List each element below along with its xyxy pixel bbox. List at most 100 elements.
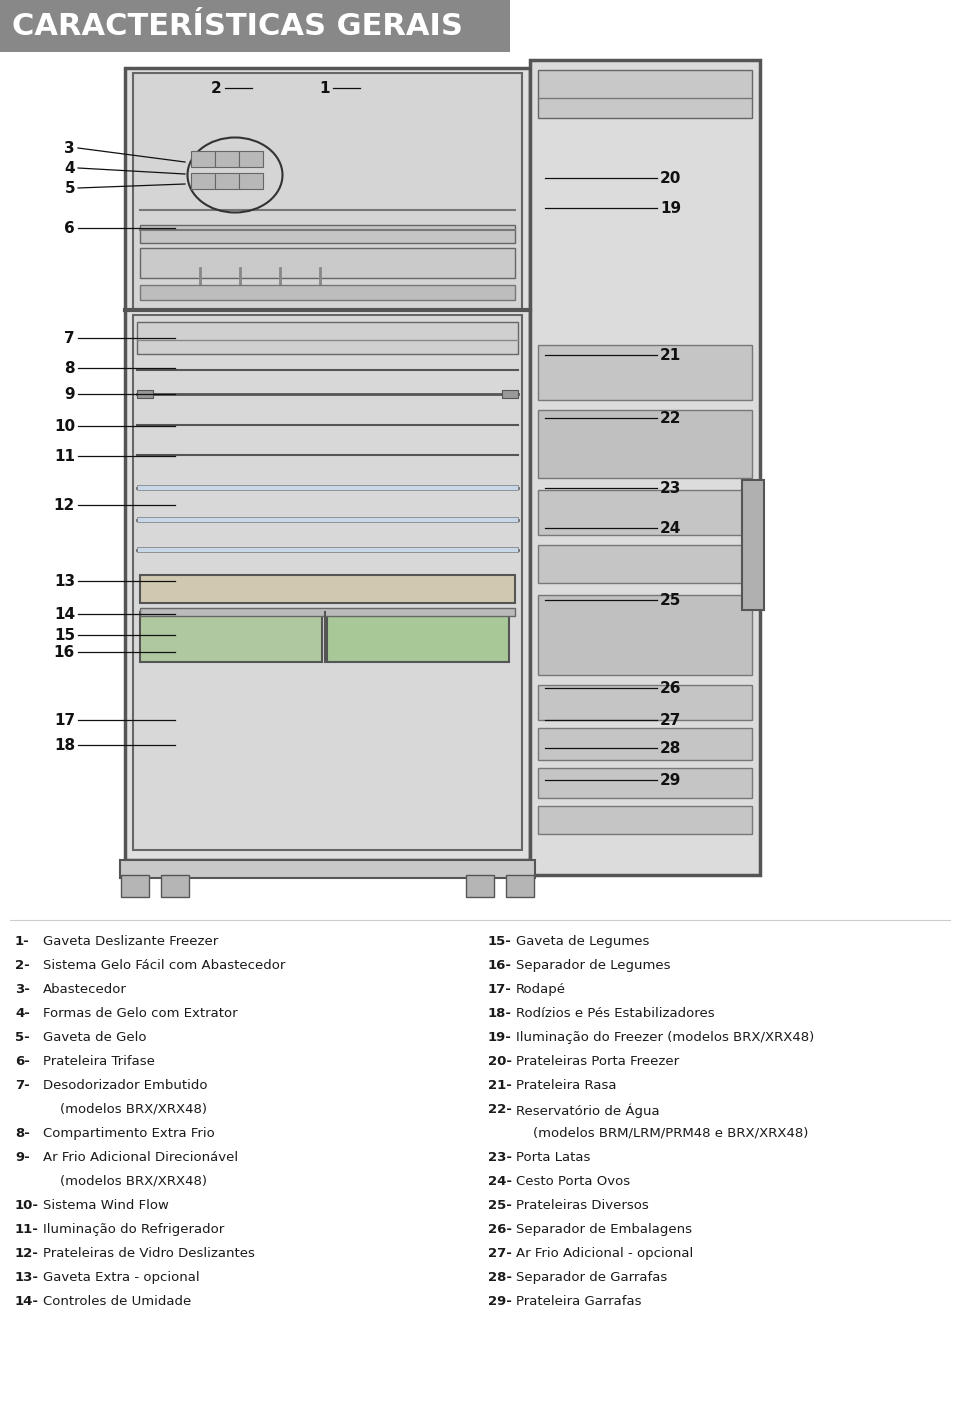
Text: 19-: 19- (488, 1031, 512, 1044)
Bar (140, 612, 322, 662)
Text: Rodapé: Rodapé (516, 984, 566, 996)
Text: Sistema Wind Flow: Sistema Wind Flow (43, 1200, 169, 1212)
Bar (327, 612, 509, 662)
Text: Sistema Gelo Fácil com Abastecedor: Sistema Gelo Fácil com Abastecedor (43, 960, 285, 972)
Bar (140, 575, 515, 603)
Bar (133, 73, 522, 310)
Bar (133, 316, 522, 850)
Bar (538, 685, 752, 720)
Text: Cesto Porta Ovos: Cesto Porta Ovos (516, 1174, 630, 1188)
Bar (239, 152, 263, 167)
Text: 10: 10 (54, 418, 75, 434)
Bar (0, 0, 510, 52)
Bar (502, 390, 518, 398)
Text: 20-: 20- (488, 1055, 512, 1068)
Bar (120, 860, 535, 878)
Text: 1: 1 (320, 80, 330, 95)
Text: 18: 18 (54, 738, 75, 752)
Text: (modelos BRX/XRX48): (modelos BRX/XRX48) (43, 1103, 207, 1115)
Text: 5-: 5- (15, 1031, 30, 1044)
Bar (137, 390, 153, 398)
Text: 9: 9 (64, 386, 75, 401)
Text: 26: 26 (660, 680, 682, 696)
Text: 2: 2 (211, 80, 222, 95)
Text: 14-: 14- (15, 1295, 39, 1308)
Text: 21-: 21- (488, 1079, 512, 1092)
Text: 11: 11 (54, 449, 75, 463)
Text: Gaveta de Gelo: Gaveta de Gelo (43, 1031, 147, 1044)
Text: 3-: 3- (15, 984, 30, 996)
Bar (466, 875, 494, 897)
Text: 27-: 27- (488, 1247, 512, 1260)
Text: 25-: 25- (488, 1200, 512, 1212)
Text: Iluminação do Refrigerador: Iluminação do Refrigerador (43, 1223, 225, 1236)
Text: Prateleiras Diversos: Prateleiras Diversos (516, 1200, 649, 1212)
Text: 24: 24 (660, 521, 682, 536)
Text: 29-: 29- (488, 1295, 512, 1308)
Text: Reservatório de Água: Reservatório de Água (516, 1103, 660, 1118)
Bar (140, 285, 515, 300)
Text: 12-: 12- (15, 1247, 38, 1260)
Text: 6-: 6- (15, 1055, 30, 1068)
Text: 10-: 10- (15, 1200, 39, 1212)
Text: Abastecedor: Abastecedor (43, 984, 127, 996)
Text: Gaveta de Legumes: Gaveta de Legumes (516, 934, 649, 948)
Text: Gaveta Extra - opcional: Gaveta Extra - opcional (43, 1271, 200, 1284)
Bar (215, 152, 239, 167)
Text: 4-: 4- (15, 1007, 30, 1020)
Text: 1-: 1- (15, 934, 30, 948)
Text: (modelos BRX/XRX48): (modelos BRX/XRX48) (43, 1174, 207, 1188)
Text: Separador de Embalagens: Separador de Embalagens (516, 1223, 692, 1236)
Text: 19: 19 (660, 201, 682, 216)
Text: 23: 23 (660, 480, 682, 495)
Text: 26-: 26- (488, 1223, 512, 1236)
Text: Prateleiras de Vidro Deslizantes: Prateleiras de Vidro Deslizantes (43, 1247, 254, 1260)
Text: 17: 17 (54, 713, 75, 728)
Bar (161, 875, 189, 897)
Bar (137, 485, 518, 490)
Bar (140, 248, 515, 278)
Text: 6: 6 (64, 220, 75, 236)
Bar (191, 173, 215, 189)
Text: Porta Latas: Porta Latas (516, 1150, 590, 1164)
Bar (538, 345, 752, 400)
Bar (538, 728, 752, 760)
Text: Prateleira Rasa: Prateleira Rasa (516, 1079, 616, 1092)
Bar (137, 547, 518, 551)
Bar (215, 173, 239, 189)
Bar (137, 323, 518, 354)
Text: 28: 28 (660, 741, 682, 755)
Text: Desodorizador Embutido: Desodorizador Embutido (43, 1079, 207, 1092)
Text: Ar Frio Adicional - opcional: Ar Frio Adicional - opcional (516, 1247, 693, 1260)
Text: Controles de Umidade: Controles de Umidade (43, 1295, 191, 1308)
Text: Prateleira Trifase: Prateleira Trifase (43, 1055, 155, 1068)
Text: 13: 13 (54, 574, 75, 588)
Bar (538, 490, 752, 535)
Text: 11-: 11- (15, 1223, 38, 1236)
Text: 24-: 24- (488, 1174, 512, 1188)
Text: 22-: 22- (488, 1103, 512, 1115)
Text: CARACTERÍSTICAS GERAIS: CARACTERÍSTICAS GERAIS (12, 11, 463, 41)
Text: 7-: 7- (15, 1079, 30, 1092)
Bar (538, 544, 752, 584)
Text: 27: 27 (660, 713, 682, 728)
Text: 5: 5 (64, 181, 75, 195)
Bar (140, 607, 515, 616)
Text: 17-: 17- (488, 984, 512, 996)
Text: 15-: 15- (488, 934, 512, 948)
Text: Ar Frio Adicional Direcionável: Ar Frio Adicional Direcionável (43, 1150, 238, 1164)
Text: Prateleiras Porta Freezer: Prateleiras Porta Freezer (516, 1055, 679, 1068)
Text: 28-: 28- (488, 1271, 512, 1284)
Text: 9-: 9- (15, 1150, 30, 1164)
Text: (modelos BRM/LRM/PRM48 e BRX/XRX48): (modelos BRM/LRM/PRM48 e BRX/XRX48) (516, 1127, 808, 1141)
Bar (239, 173, 263, 189)
Text: Formas de Gelo com Extrator: Formas de Gelo com Extrator (43, 1007, 238, 1020)
Text: 15: 15 (54, 627, 75, 643)
Text: 16: 16 (54, 644, 75, 659)
Text: Separador de Garrafas: Separador de Garrafas (516, 1271, 667, 1284)
Text: 29: 29 (660, 773, 682, 787)
Bar (538, 410, 752, 478)
Text: 18-: 18- (488, 1007, 512, 1020)
Bar (742, 480, 764, 610)
Text: 8-: 8- (15, 1127, 30, 1141)
